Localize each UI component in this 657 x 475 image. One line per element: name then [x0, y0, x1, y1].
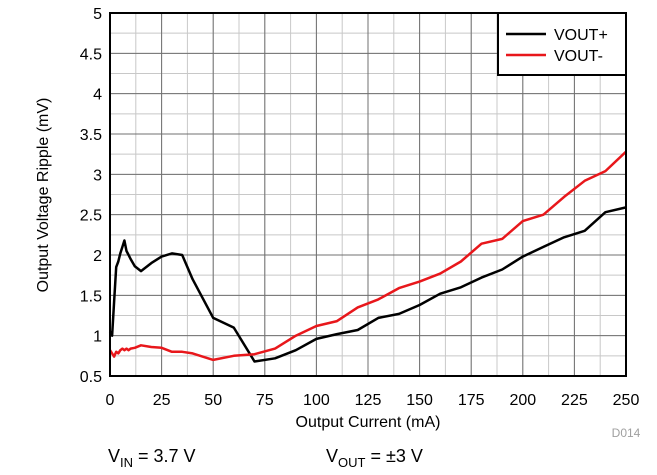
y-tick-label: 5	[93, 6, 102, 23]
plot-frame	[109, 12, 627, 377]
x-tick-labels: 0 25 50 75 100 125 150 175 200 225 250	[106, 392, 640, 409]
y-tick-labels: 0.5 1 1.5 2 2.5 3 3.5 4 4.5 5	[80, 6, 102, 386]
legend-label-vout-minus: VOUT-	[554, 48, 603, 65]
y-tick-label: 1	[93, 329, 102, 346]
vin-symbol: V	[108, 446, 120, 466]
series-layer	[108, 150, 627, 363]
x-tick-label: 225	[561, 392, 588, 409]
y-tick-label: 2.5	[80, 208, 102, 225]
vin-subscript: IN	[120, 455, 133, 470]
vin-condition: VIN = 3.7 V	[108, 446, 196, 470]
x-axis-label: Output Current (mA)	[296, 414, 441, 431]
x-tick-label: 200	[509, 392, 536, 409]
figure-id: D014	[612, 426, 641, 440]
vout-value: = ±3 V	[365, 446, 422, 466]
y-tick-label: 4.5	[80, 46, 102, 63]
grid-major	[109, 12, 627, 377]
vout-condition: VOUT = ±3 V	[326, 446, 423, 470]
x-tick-label: 75	[256, 392, 274, 409]
x-tick-label: 0	[106, 392, 115, 409]
vout-symbol: V	[326, 446, 338, 466]
series-line-vout-minus	[108, 150, 627, 362]
y-tick-label: 2	[93, 248, 102, 265]
y-tick-label: 0.5	[80, 369, 102, 386]
x-tick-label: 100	[303, 392, 330, 409]
y-tick-label: 1.5	[80, 288, 102, 305]
y-axis-label: Output Voltage Ripple (mV)	[35, 98, 52, 293]
y-tick-label: 3	[93, 167, 102, 184]
legend-box	[497, 12, 627, 76]
x-tick-label: 250	[613, 392, 640, 409]
x-tick-label: 25	[153, 392, 171, 409]
x-tick-label: 125	[355, 392, 382, 409]
series-line-vout-plus	[108, 206, 627, 363]
legend: VOUT+ VOUT-	[497, 12, 627, 76]
x-tick-label: 150	[406, 392, 433, 409]
x-tick-label: 50	[204, 392, 222, 409]
y-tick-label: 3.5	[80, 127, 102, 144]
x-tick-label: 175	[458, 392, 485, 409]
legend-label-vout-plus: VOUT+	[554, 27, 608, 44]
y-tick-label: 4	[93, 87, 102, 104]
vin-value: = 3.7 V	[133, 446, 196, 466]
vout-subscript: OUT	[338, 455, 366, 470]
